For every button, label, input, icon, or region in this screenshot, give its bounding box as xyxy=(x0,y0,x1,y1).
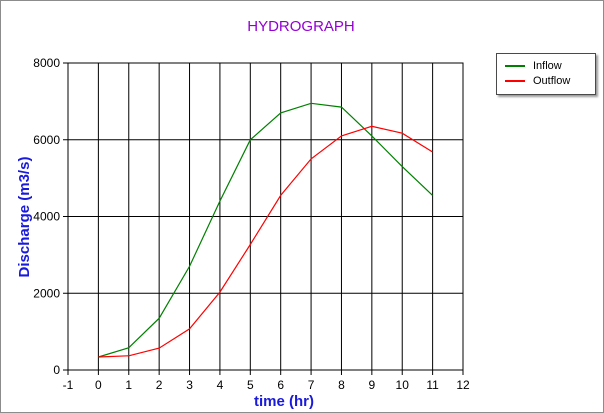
x-axis-label: time (hr) xyxy=(254,393,314,410)
y-tick-label: 2000 xyxy=(33,286,60,300)
chart-title: HYDROGRAPH xyxy=(247,18,355,35)
x-tick-label: 10 xyxy=(396,378,410,392)
series-lines xyxy=(98,102,434,358)
legend-label-outflow: Outflow xyxy=(533,75,571,87)
legend: Inflow Outflow xyxy=(496,53,596,95)
x-axis-ticks: -1 0 1 2 3 4 5 6 7 8 9 10 11 12 xyxy=(63,370,470,392)
plot-area xyxy=(67,62,464,371)
y-tick-label: 8000 xyxy=(33,56,60,70)
x-tick-label: 2 xyxy=(156,378,163,392)
x-tick-label: 3 xyxy=(186,378,193,392)
legend-label-inflow: Inflow xyxy=(533,60,562,72)
x-tick-label: 0 xyxy=(95,378,102,392)
x-tick-label: 1 xyxy=(125,378,132,392)
x-tick-label: 8 xyxy=(338,378,345,392)
x-tick-label: 4 xyxy=(217,378,224,392)
x-tick-label: 7 xyxy=(308,378,315,392)
y-tick-label: 0 xyxy=(53,363,60,377)
legend-item-inflow: Inflow xyxy=(505,59,562,73)
x-tick-label: 6 xyxy=(277,378,284,392)
y-tick-label: 6000 xyxy=(33,133,60,147)
x-tick-label: -1 xyxy=(63,378,74,392)
legend-item-outflow: Outflow xyxy=(505,74,570,88)
x-tick-label: 11 xyxy=(426,378,439,392)
series-line-outflow xyxy=(98,125,433,358)
legend-swatch-outflow xyxy=(505,80,525,82)
y-axis-ticks: 0 2000 4000 6000 8000 xyxy=(33,56,68,377)
series-line-inflow xyxy=(98,102,434,358)
grid-lines xyxy=(67,62,464,371)
x-tick-label: 9 xyxy=(369,378,376,392)
y-tick-label: 4000 xyxy=(33,210,60,224)
legend-swatch-inflow xyxy=(505,65,525,67)
x-tick-label: 12 xyxy=(456,378,470,392)
x-tick-label: 5 xyxy=(247,378,254,392)
y-axis-label: Discharge (m3/s) xyxy=(16,157,33,278)
